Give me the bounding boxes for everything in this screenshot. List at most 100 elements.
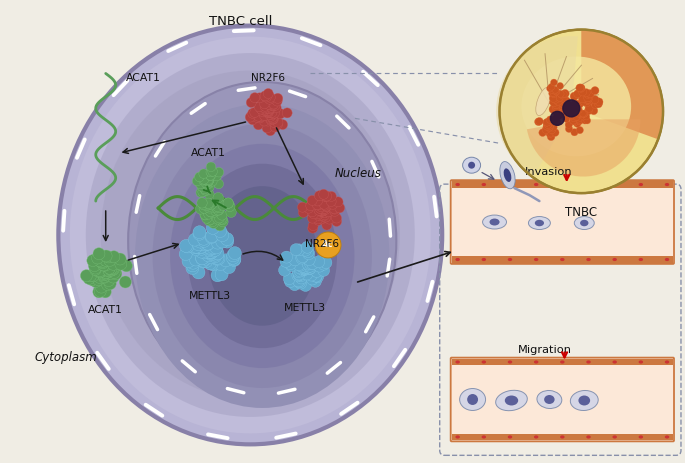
Circle shape [263,106,273,116]
Circle shape [201,178,211,188]
Circle shape [556,107,564,116]
Circle shape [93,248,105,260]
Circle shape [306,269,317,281]
Circle shape [544,121,551,129]
Circle shape [212,203,222,213]
Circle shape [194,235,207,248]
Circle shape [584,117,590,124]
Ellipse shape [638,258,643,261]
Ellipse shape [135,104,389,408]
Circle shape [563,100,580,117]
Circle shape [296,268,308,280]
Circle shape [582,89,590,97]
Text: Migration: Migration [517,344,571,355]
Circle shape [320,191,330,201]
Circle shape [316,211,325,221]
Circle shape [549,87,556,94]
Circle shape [284,258,297,269]
Circle shape [204,243,217,256]
Circle shape [273,119,283,129]
Circle shape [560,103,568,112]
Circle shape [260,91,270,101]
Circle shape [584,90,592,98]
Circle shape [94,265,105,277]
Circle shape [205,177,214,186]
Circle shape [315,203,325,213]
Circle shape [282,108,292,118]
Circle shape [307,195,317,206]
Circle shape [306,257,319,269]
Circle shape [208,244,221,257]
Circle shape [560,100,568,108]
Ellipse shape [578,395,590,406]
Circle shape [584,94,592,102]
Circle shape [295,272,308,284]
Circle shape [277,119,288,130]
Circle shape [329,204,340,214]
Circle shape [260,99,269,109]
Circle shape [83,272,95,284]
Circle shape [562,97,571,105]
Ellipse shape [508,258,512,261]
Circle shape [590,106,598,115]
Circle shape [100,267,112,279]
Ellipse shape [574,217,595,230]
Circle shape [547,116,554,124]
Circle shape [314,205,324,215]
Circle shape [93,255,105,267]
Bar [451,433,673,440]
Circle shape [219,254,232,267]
Circle shape [586,97,593,105]
Circle shape [295,259,306,271]
Circle shape [573,90,582,98]
Circle shape [206,171,215,181]
Ellipse shape [460,388,486,411]
Circle shape [260,103,269,113]
Circle shape [299,261,310,273]
Circle shape [551,95,560,103]
Circle shape [269,118,279,127]
Circle shape [575,118,583,125]
Circle shape [314,206,325,215]
Circle shape [560,103,568,112]
Circle shape [207,241,220,254]
Circle shape [223,198,234,208]
Ellipse shape [456,183,460,186]
Circle shape [100,268,112,280]
Circle shape [534,118,542,125]
Circle shape [208,176,217,186]
Circle shape [225,201,235,212]
Circle shape [214,220,225,231]
Circle shape [214,202,225,213]
Circle shape [223,261,236,274]
Ellipse shape [482,258,486,261]
Circle shape [316,206,326,216]
Circle shape [203,176,213,186]
Circle shape [562,103,571,112]
Circle shape [197,254,210,267]
Circle shape [295,265,306,277]
Circle shape [304,262,316,274]
Circle shape [549,98,558,106]
Circle shape [312,271,324,282]
Circle shape [192,266,205,279]
Circle shape [299,280,312,291]
Circle shape [292,269,304,282]
Circle shape [196,188,206,197]
Circle shape [582,117,588,124]
Circle shape [190,243,203,256]
Ellipse shape [534,435,538,438]
Circle shape [265,126,275,136]
Circle shape [201,175,210,185]
Bar [451,256,673,263]
Circle shape [281,251,292,263]
Circle shape [333,197,343,207]
Circle shape [303,263,314,275]
Circle shape [275,109,286,119]
Circle shape [321,201,331,211]
Circle shape [216,210,227,220]
Ellipse shape [580,220,588,226]
Circle shape [226,207,236,218]
Circle shape [228,253,241,265]
Circle shape [265,107,275,118]
